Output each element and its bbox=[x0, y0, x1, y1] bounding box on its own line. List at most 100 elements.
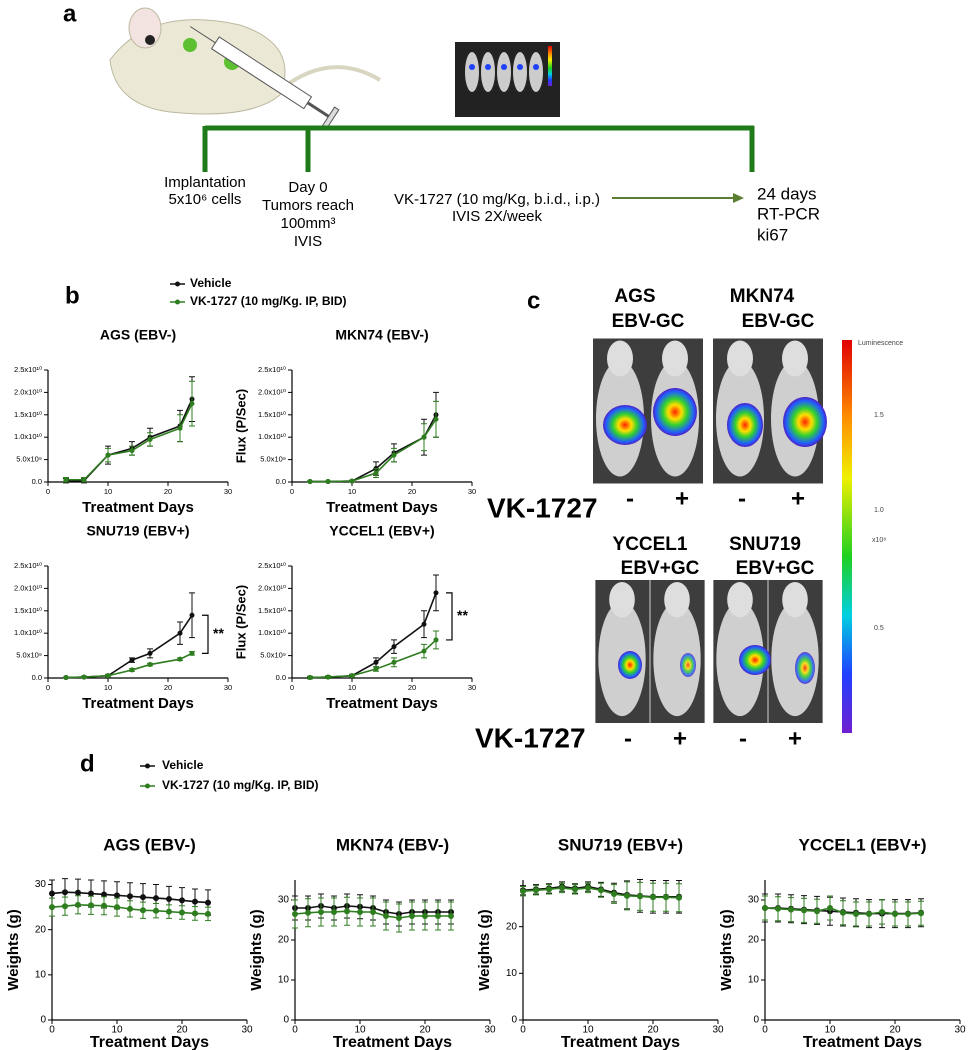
significance-bracket bbox=[202, 614, 209, 654]
x-axis-label: Treatment Days bbox=[82, 695, 194, 712]
data-point bbox=[292, 911, 298, 917]
data-point bbox=[81, 477, 87, 483]
data-point bbox=[147, 436, 153, 442]
data-point bbox=[349, 478, 355, 484]
timeline-text: 24 days bbox=[757, 184, 817, 203]
x-tick-label: 0 bbox=[49, 1025, 55, 1036]
data-point bbox=[127, 905, 133, 912]
data-point bbox=[775, 905, 781, 912]
ivis-signal bbox=[533, 64, 539, 70]
y-tick-label: 10 bbox=[35, 969, 47, 980]
panel-label: a bbox=[63, 0, 77, 27]
x-axis-label: Treatment Days bbox=[326, 695, 438, 712]
sign: + bbox=[788, 725, 802, 752]
data-point bbox=[192, 910, 198, 917]
data-point bbox=[905, 911, 911, 917]
legend-label: VK-1727 (10 mg/Kg. IP, BID) bbox=[162, 778, 319, 792]
image-title: YCCEL1 bbox=[613, 534, 688, 555]
data-point bbox=[391, 659, 397, 665]
y-tick-label: 2.5x10¹⁰ bbox=[14, 365, 42, 374]
data-point bbox=[325, 674, 331, 680]
x-tick-label: 20 bbox=[647, 1025, 659, 1036]
data-point bbox=[624, 892, 630, 899]
chart-title: SNU719 (EBV+) bbox=[86, 523, 189, 539]
syringe-plunger bbox=[306, 101, 330, 118]
data-point bbox=[307, 675, 313, 681]
sign: - bbox=[738, 485, 746, 512]
data-point bbox=[63, 477, 69, 483]
luminescence-signal bbox=[603, 405, 647, 445]
syringe bbox=[189, 26, 340, 129]
ivis-mouse bbox=[497, 52, 511, 92]
ivis-mouse bbox=[529, 52, 543, 92]
data-point bbox=[918, 910, 924, 917]
data-point bbox=[101, 902, 107, 909]
y-tick-label: 2.5x10¹⁰ bbox=[258, 561, 286, 570]
ivis-mouse bbox=[465, 52, 479, 92]
data-point bbox=[448, 913, 454, 919]
data-point bbox=[373, 659, 379, 665]
image-title: EBV-GC bbox=[612, 311, 685, 332]
x-tick-label: 30 bbox=[712, 1025, 724, 1036]
data-point bbox=[676, 894, 682, 901]
sign: + bbox=[791, 485, 805, 512]
data-point bbox=[114, 904, 120, 911]
data-point bbox=[559, 884, 565, 891]
treatment-label: VK-1727 bbox=[487, 492, 598, 523]
data-point bbox=[840, 909, 846, 916]
data-point bbox=[409, 913, 415, 919]
data-point bbox=[147, 650, 153, 656]
y-tick-label: 10 bbox=[278, 975, 290, 986]
luminescence-signal bbox=[653, 388, 697, 436]
data-point bbox=[637, 893, 643, 900]
x-axis-label: Treatment Days bbox=[82, 499, 194, 516]
x-tick-label: 10 bbox=[104, 487, 112, 496]
sign: + bbox=[675, 485, 689, 512]
data-point bbox=[421, 434, 427, 440]
legend-label: Vehicle bbox=[162, 758, 204, 772]
timeline-text: ki67 bbox=[757, 225, 788, 244]
data-point bbox=[192, 898, 198, 905]
ivis-scale bbox=[548, 46, 552, 86]
y-tick-label: 5.0x10⁹ bbox=[16, 651, 42, 660]
significance-label: ** bbox=[457, 607, 468, 623]
y-tick-label: 0.0 bbox=[32, 673, 42, 682]
y-tick-label: 30 bbox=[35, 879, 47, 890]
data-point bbox=[433, 637, 439, 643]
data-point bbox=[814, 908, 820, 915]
colorbar-tick: 1.0 bbox=[874, 507, 884, 514]
image-title: MKN74 bbox=[730, 286, 795, 307]
x-axis-label: Treatment Days bbox=[90, 1034, 209, 1050]
y-axis-label: Weights (g) bbox=[248, 909, 265, 990]
data-point bbox=[546, 886, 552, 893]
data-point bbox=[853, 911, 859, 917]
timeline-text: 100mm³ bbox=[280, 215, 335, 232]
image-title: AGS bbox=[614, 286, 655, 307]
data-point bbox=[62, 903, 68, 910]
data-point bbox=[127, 893, 133, 900]
y-tick-label: 1.5x10¹⁰ bbox=[14, 410, 42, 419]
timeline-text: VK-1727 (10 mg/Kg, b.i.d., i.p.) bbox=[394, 191, 600, 208]
mouse-ear bbox=[128, 7, 162, 49]
data-point bbox=[307, 479, 313, 485]
data-point bbox=[318, 909, 324, 915]
timeline-texts: Implantation 5x10⁶ cells Day 0 Tumors re… bbox=[164, 174, 600, 250]
mouse-eye bbox=[145, 35, 155, 45]
chart-title: AGS (EBV-) bbox=[103, 835, 196, 854]
data-point bbox=[391, 452, 397, 458]
data-point bbox=[370, 909, 376, 915]
legend-marker bbox=[175, 299, 180, 305]
x-axis-label: Treatment Days bbox=[333, 1034, 452, 1050]
data-point bbox=[189, 401, 195, 407]
data-point bbox=[75, 901, 81, 908]
sign: + bbox=[673, 725, 687, 752]
data-point bbox=[827, 905, 833, 911]
y-tick-label: 1.0x10¹⁰ bbox=[258, 432, 286, 441]
data-point bbox=[533, 887, 539, 894]
treatment-label: VK-1727 bbox=[475, 722, 586, 753]
data-point bbox=[396, 915, 402, 921]
data-point bbox=[140, 894, 146, 901]
y-tick-label: 0.0 bbox=[32, 477, 42, 486]
series-line bbox=[309, 592, 437, 679]
